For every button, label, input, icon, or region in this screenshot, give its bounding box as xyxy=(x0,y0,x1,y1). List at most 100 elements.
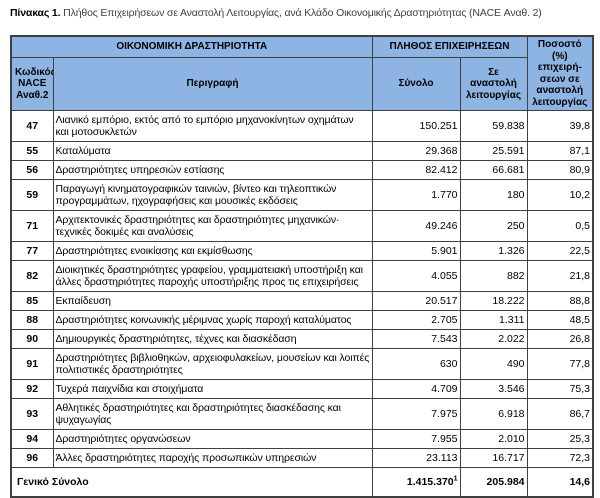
table-row: 96 Άλλες δραστηριότητες παροχής προσωπικ… xyxy=(10,448,594,468)
total-count: 29.368 xyxy=(371,141,461,161)
nace-code: 82 xyxy=(10,260,54,292)
total-count: 82.412 xyxy=(371,160,461,180)
suspended-count: 180 xyxy=(459,179,528,211)
suspension-percentage: 86,7 xyxy=(526,398,594,430)
nace-code: 59 xyxy=(10,179,54,211)
col-header-nace-code: Κωδικός NACE Αναθ.2 xyxy=(10,57,54,111)
nace-code: 88 xyxy=(10,310,54,330)
suspended-count: 3.546 xyxy=(459,379,528,399)
suspended-count: 25.591 xyxy=(459,141,528,161)
nace-code: 56 xyxy=(10,160,54,180)
table-caption-text: Πλήθος Επιχειρήσεων σε Αναστολή Λειτουργ… xyxy=(60,7,542,19)
col-group-economic-activity: ΟΙΚΟΝΟΜΙΚΗ ΔΡΑΣΤΗΡΙΟΤΗΤΑ xyxy=(10,35,373,59)
nace-code: 92 xyxy=(10,379,54,399)
col-header-total: Σύνολο xyxy=(371,57,461,111)
activity-description: Εκπαίδευση xyxy=(52,291,373,311)
total-count: 4.055 xyxy=(371,260,461,292)
total-count: 150.251 xyxy=(371,110,461,142)
activity-description: Λιανικό εμπόριο, εκτός από το εμπόριο μη… xyxy=(52,110,373,142)
suspended-count: 1.326 xyxy=(459,241,528,261)
col-header-description: Περιγραφή xyxy=(52,57,373,111)
suspended-count: 18.222 xyxy=(459,291,528,311)
nace-code: 85 xyxy=(10,291,54,311)
suspended-count: 2.010 xyxy=(459,429,528,449)
grand-total-suspended: 205.984 xyxy=(459,467,528,497)
suspension-percentage: 22,5 xyxy=(526,241,594,261)
activity-description: Διοικητικές δραστηριότητες γραφείου, γρα… xyxy=(52,260,373,292)
suspended-count: 59.838 xyxy=(459,110,528,142)
suspension-percentage: 77,8 xyxy=(526,348,594,380)
grand-total-percentage: 14,6 xyxy=(526,467,594,497)
activity-description: Άλλες δραστηριότητες παροχής προσωπικών … xyxy=(52,448,373,468)
activity-description: Τυχερά παιχνίδια και στοιχήματα xyxy=(52,379,373,399)
activity-description: Δραστηριότητες ενοικίασης και εκμίσθωσης xyxy=(52,241,373,261)
total-count: 49.246 xyxy=(371,210,461,242)
activity-description: Δημιουργικές δραστηριότητες, τέχνες και … xyxy=(52,329,373,349)
activity-description: Καταλύματα xyxy=(52,141,373,161)
table-row: 92 Τυχερά παιχνίδια και στοιχήματα 4.709… xyxy=(10,379,594,399)
col-group-business-count: ΠΛΗΘΟΣ ΕΠΙΧΕΙΡΗΣΕΩΝ xyxy=(371,35,528,59)
table-row: 47 Λιανικό εμπόριο, εκτός από το εμπόριο… xyxy=(10,110,594,142)
grand-total-count: 1.415.3701 xyxy=(371,467,461,497)
table-caption-number: Πίνακας 1. xyxy=(10,7,61,19)
nace-code: 90 xyxy=(10,329,54,349)
col-header-suspended: Σε αναστολή λειτουργίας xyxy=(459,57,528,111)
total-count: 4.709 xyxy=(371,379,461,399)
table-row: 85 Εκπαίδευση 20.517 18.222 88,8 xyxy=(10,291,594,311)
activity-description: Παραγωγή κινηματογραφικών ταινιών, βίντε… xyxy=(52,179,373,211)
total-count: 20.517 xyxy=(371,291,461,311)
table-row: 90 Δημιουργικές δραστηριότητες, τέχνες κ… xyxy=(10,329,594,349)
table-row: 71 Αρχιτεκτονικές δραστηριότητες και δρα… xyxy=(10,210,594,242)
suspended-count: 490 xyxy=(459,348,528,380)
table-row: 56 Δραστηριότητες υπηρεσιών εστίασης 82.… xyxy=(10,160,594,180)
suspension-percentage: 25,3 xyxy=(526,429,594,449)
table-row: 94 Δραστηριότητες οργανώσεων 7.955 2.010… xyxy=(10,429,594,449)
suspension-percentage: 87,1 xyxy=(526,141,594,161)
nace-code: 93 xyxy=(10,398,54,430)
activity-description: Δραστηριότητες βιβλιοθηκών, αρχειοφυλακε… xyxy=(52,348,373,380)
nace-code: 77 xyxy=(10,241,54,261)
total-count: 630 xyxy=(371,348,461,380)
table-subheader-row: Κωδικός NACE Αναθ.2 Περιγραφή Σύνολο Σε … xyxy=(10,57,593,111)
activity-description: Αθλητικές δραστηριότητες και δραστηριότη… xyxy=(52,398,373,430)
activity-description: Δραστηριότητες οργανώσεων xyxy=(52,429,373,449)
activity-description: Αρχιτεκτονικές δραστηριότητες και δραστη… xyxy=(52,210,373,242)
table-row: 91 Δραστηριότητες βιβλιοθηκών, αρχειοφυλ… xyxy=(10,348,594,380)
total-count: 1.770 xyxy=(371,179,461,211)
suspended-count: 16.717 xyxy=(459,448,528,468)
nace-code: 91 xyxy=(10,348,54,380)
nace-code: 71 xyxy=(10,210,54,242)
suspension-percentage: 88,8 xyxy=(526,291,594,311)
suspension-percentage: 72,3 xyxy=(526,448,594,468)
table-row: 77 Δραστηριότητες ενοικίασης και εκμίσθω… xyxy=(10,241,594,261)
table-row: 93 Αθλητικές δραστηριότητες και δραστηρι… xyxy=(10,398,594,430)
suspended-count: 882 xyxy=(459,260,528,292)
total-count: 23.113 xyxy=(371,448,461,468)
total-count: 5.901 xyxy=(371,241,461,261)
suspension-percentage: 26,8 xyxy=(526,329,594,349)
table-row: 82 Διοικητικές δραστηριότητες γραφείου, … xyxy=(10,260,594,292)
col-header-suspension-percentage: Ποσοστό (%) επιχειρή- σεων σε αναστολή λ… xyxy=(526,35,594,111)
activity-description: Δραστηριότητες κοινωνικής μέριμνας χωρίς… xyxy=(52,310,373,330)
suspended-count: 66.681 xyxy=(459,160,528,180)
suspension-percentage: 0,5 xyxy=(526,210,594,242)
nace-code: 47 xyxy=(10,110,54,142)
nace-code: 96 xyxy=(10,448,54,468)
suspension-percentage: 75,3 xyxy=(526,379,594,399)
nace-code: 94 xyxy=(10,429,54,449)
grand-total-value: 1.415.370 xyxy=(406,475,454,488)
table-group-header-row: ΟΙΚΟΝΟΜΙΚΗ ΔΡΑΣΤΗΡΙΟΤΗΤΑ ΠΛΗΘΟΣ ΕΠΙΧΕΙΡΗ… xyxy=(10,35,594,111)
grand-total-label: Γενικό Σύνολο xyxy=(10,467,373,497)
table-caption: Πίνακας 1. Πλήθος Επιχειρήσεων σε Αναστο… xyxy=(10,7,592,20)
table-row: 55 Καταλύματα 29.368 25.591 87,1 xyxy=(10,141,594,161)
table-row: 59 Παραγωγή κινηματογραφικών ταινιών, βί… xyxy=(10,179,594,211)
total-count: 7.543 xyxy=(371,329,461,349)
table-row: 88 Δραστηριότητες κοινωνικής μέριμνας χω… xyxy=(10,310,594,330)
suspended-count: 6.918 xyxy=(459,398,528,430)
nace-code: 55 xyxy=(10,141,54,161)
total-count: 7.975 xyxy=(371,398,461,430)
total-count: 7.955 xyxy=(371,429,461,449)
footnote-marker: 1 xyxy=(453,475,458,483)
activity-description: Δραστηριότητες υπηρεσιών εστίασης xyxy=(52,160,373,180)
